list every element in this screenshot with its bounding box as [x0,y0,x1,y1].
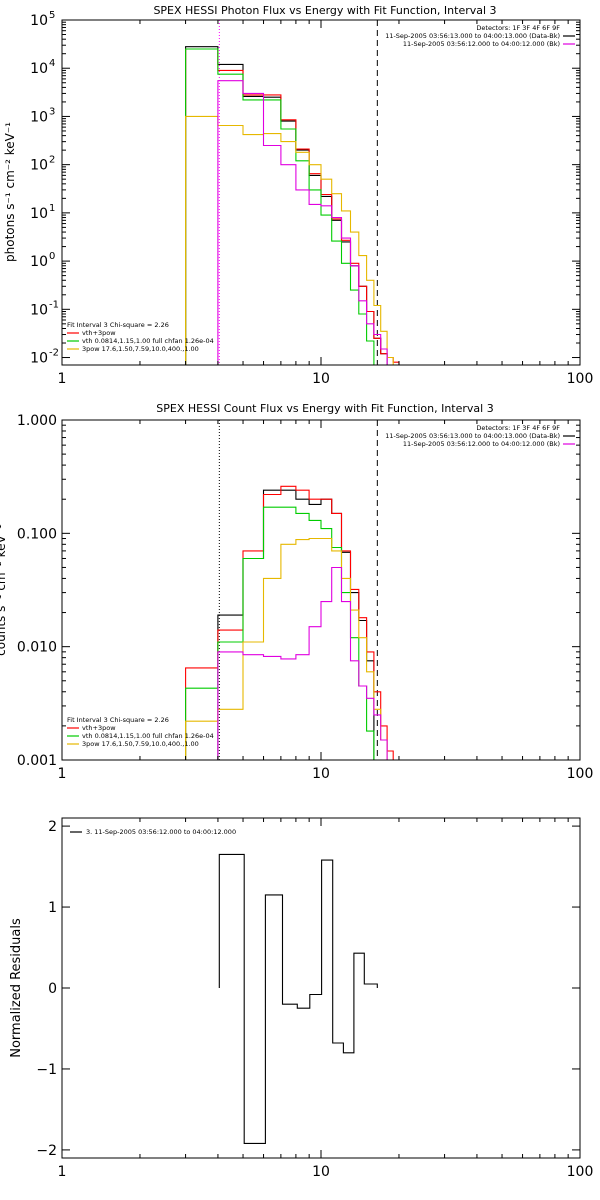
photon-flux-legend-entry: 3pow 17.6,1.50,7.59,10.0,400.,1.00 [82,345,199,353]
count-flux-title: SPEX HESSI Count Flux vs Energy with Fit… [156,402,493,415]
residuals-y-tick-label: −1 [36,1062,57,1078]
residuals-y-tick-label: 2 [48,819,57,835]
count-flux-legend-entry: vth+3pow [82,724,116,732]
count-flux-legend-entry: Fit Interval 3 Chi-square = 2.26 [67,716,169,724]
photon-flux-y-tick-label: 10 [30,61,48,77]
photon-flux-y-tick-exponent: 3 [49,106,55,117]
photon-flux-y-tick-exponent: 2 [49,155,55,166]
photon-flux-title: SPEX HESSI Photon Flux vs Energy with Fi… [153,4,496,17]
residuals-panel: −2 −1 0 1 2 1 10 100 Normalized Residuals 3. 11… [9,817,594,1180]
photon-flux-y-tick-exponent: -2 [49,348,59,359]
count-flux-legend-entry: 3pow 17.6,1.50,7.59,10.0,400.,1.00 [82,740,199,748]
count-flux-y-tick-label: 0.010 [17,640,57,656]
photon-flux-legend-entry: vth+3pow [82,329,116,337]
residuals-series-1-step-line [218,853,378,1144]
photon-flux-y-tick-exponent: 1 [49,203,55,214]
count-flux-y-axis-label: counts s⁻¹ cm⁻² keV⁻¹ [0,524,8,656]
count-flux-series-5-step-line [217,566,388,760]
photon-flux-y-tick-label: 10 [30,351,48,367]
count-flux-y-tick-label: 1.000 [17,413,57,429]
photon-flux-series-5-step-line [217,80,388,365]
photon-flux-y-tick-label: 10 [30,13,48,29]
residuals-y-tick-label: −2 [36,1143,57,1159]
residuals-y-tick-label: 1 [48,900,57,916]
photon-flux-info-line: 11-Sep-2005 03:56:13.000 to 04:00:13.000… [385,32,560,40]
photon-flux-info-line: 11-Sep-2005 03:56:12.000 to 04:00:12.000… [403,40,560,48]
photon-flux-y-tick-label: 10 [30,109,48,125]
residuals-legend-entry: 3. 11-Sep-2005 03:56:12.000 to 04:00:12.… [86,828,236,836]
photon-flux-y-tick-label: 10 [30,302,48,318]
residuals-x-tick-label: 1 [58,1164,67,1180]
residuals-x-tick-label: 100 [567,1164,594,1180]
count-flux-legend-entry: vth 0.0814,1.15,1.00 full chfan 1.26e-04 [82,732,214,740]
count-flux-info-line: Detectors: 1F 3F 4F 6F 9F [476,424,560,432]
residuals-x-tick-label: 10 [312,1164,330,1180]
count-flux-panel: SPEX HESSI Count Flux vs Energy with Fit… [0,402,593,782]
photon-flux-x-tick-label: 10 [312,371,330,387]
photon-flux-y-axis-label: photons s⁻¹ cm⁻² keV⁻¹ [3,122,17,262]
photon-flux-x-tick-label: 100 [567,371,594,387]
photon-flux-y-tick-label: 10 [30,158,48,174]
photon-flux-y-tick-exponent: -1 [49,299,59,310]
count-flux-x-tick-label: 100 [567,766,594,782]
photon-flux-y-tick-exponent: 5 [49,10,55,21]
photon-flux-series-4-step-line [185,115,394,365]
photon-flux-y-tick-label: 10 [30,206,48,222]
residuals-y-axis-label: Normalized Residuals [9,918,24,1058]
photon-flux-legend-entry: Fit Interval 3 Chi-square = 2.26 [67,321,169,329]
count-flux-info-line: 11-Sep-2005 03:56:12.000 to 04:00:12.000… [403,440,560,448]
count-flux-info-line: 11-Sep-2005 03:56:13.000 to 04:00:13.000… [385,432,560,440]
photon-flux-x-tick-label: 1 [58,371,67,387]
photon-flux-panel: SPEX HESSI Photon Flux vs Energy with Fi… [3,4,593,387]
photon-flux-y-tick-exponent: 0 [49,251,55,262]
photon-flux-y-tick-exponent: 4 [49,58,55,69]
residuals-y-tick-label: 0 [48,981,57,997]
count-flux-x-tick-label: 10 [312,766,330,782]
count-flux-y-tick-label: 0.001 [17,753,57,769]
count-flux-y-tick-label: 0.100 [17,526,57,542]
count-flux-x-tick-label: 1 [58,766,67,782]
photon-flux-info-line: Detectors: 1F 3F 4F 6F 9F [476,24,560,32]
photon-flux-legend-entry: vth 0.0814,1.15,1.00 full chfan 1.26e-04 [82,337,214,345]
photon-flux-y-tick-label: 10 [30,254,48,270]
